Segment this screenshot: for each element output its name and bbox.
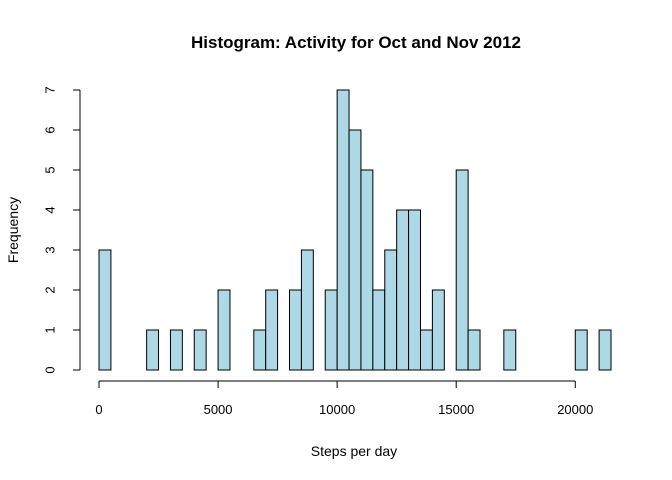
histogram-bar xyxy=(348,129,362,371)
x-tick-label: 20000 xyxy=(557,402,593,417)
histogram-bar xyxy=(419,329,433,371)
x-tick-label: 5000 xyxy=(204,402,233,417)
histogram-bar xyxy=(217,289,231,371)
histogram-bar xyxy=(408,209,421,371)
histogram-bar xyxy=(360,169,374,371)
histogram-bar xyxy=(300,249,314,371)
histogram-bar xyxy=(455,169,469,371)
y-axis: 0 1 2 3 4 5 6 7 xyxy=(43,86,81,374)
bars-group xyxy=(98,89,612,371)
y-tick-label: 1 xyxy=(43,326,58,333)
histogram-bar xyxy=(253,329,267,371)
histogram-bar xyxy=(384,249,398,371)
histogram-bar xyxy=(598,329,612,371)
histogram-bar xyxy=(146,329,160,371)
histogram-bar xyxy=(467,329,481,371)
histogram-bar xyxy=(289,289,302,371)
histogram-bar xyxy=(431,289,445,371)
x-tick-label: 0 xyxy=(95,402,102,417)
histogram-bar xyxy=(503,329,517,371)
histogram-bar xyxy=(574,329,588,371)
histogram-bar xyxy=(396,209,410,371)
x-tick-label: 10000 xyxy=(319,402,355,417)
histogram-bar xyxy=(98,249,112,371)
y-tick-label: 7 xyxy=(43,86,58,93)
chart-title: Histogram: Activity for Oct and Nov 2012 xyxy=(191,33,521,52)
y-tick-label: 3 xyxy=(43,246,58,253)
x-axis: 0 5000 10000 15000 20000 xyxy=(95,380,593,417)
histogram-bar xyxy=(169,329,183,371)
histogram-bar xyxy=(193,329,207,371)
y-tick-label: 5 xyxy=(43,166,58,173)
histogram-bar xyxy=(336,89,350,371)
histogram-bar xyxy=(324,289,338,371)
y-tick-label: 2 xyxy=(43,286,58,293)
y-tick-label: 4 xyxy=(43,206,58,213)
histogram-bar xyxy=(372,289,386,371)
y-tick-label: 0 xyxy=(43,366,58,373)
y-axis-label: Frequency xyxy=(5,197,21,263)
y-tick-label: 6 xyxy=(43,126,58,133)
histogram-bar xyxy=(265,289,279,371)
x-tick-label: 15000 xyxy=(438,402,474,417)
x-axis-label: Steps per day xyxy=(311,443,397,459)
